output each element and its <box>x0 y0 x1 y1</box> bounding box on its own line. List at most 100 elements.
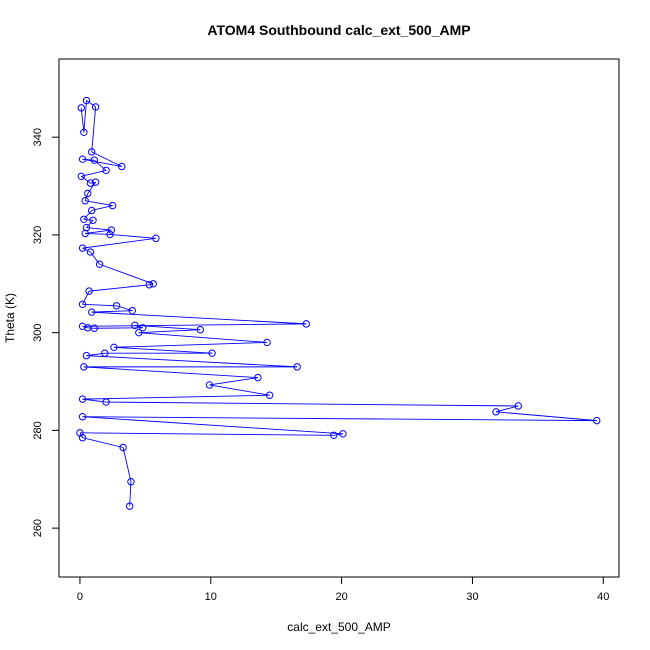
series-segment <box>86 227 112 231</box>
series-segment <box>495 411 597 422</box>
series-segment <box>116 305 133 312</box>
series-segment <box>85 233 111 235</box>
data-point <box>339 430 347 438</box>
data-point <box>492 408 500 416</box>
data-point <box>118 162 126 171</box>
data-point <box>208 349 216 357</box>
series-segment <box>83 100 87 133</box>
data-point <box>86 179 95 187</box>
data-point <box>91 178 100 186</box>
data-point <box>127 478 135 486</box>
data-point <box>84 189 92 198</box>
series-segment <box>82 158 122 167</box>
series-segment <box>82 416 597 422</box>
data-point <box>80 363 88 371</box>
series-segment <box>82 437 124 448</box>
data-point <box>293 363 301 371</box>
series-segment <box>83 218 94 221</box>
series-segment <box>333 433 343 436</box>
data-point <box>514 402 522 410</box>
series-segment <box>99 263 154 285</box>
y-tick-label: 300 <box>32 323 44 341</box>
series-segment <box>86 100 96 108</box>
data-point <box>90 324 99 332</box>
data-point <box>125 502 134 510</box>
data-point <box>88 308 96 316</box>
data-point <box>135 328 143 337</box>
series-segment <box>91 310 133 313</box>
series-segment <box>86 355 298 368</box>
series-segment <box>83 366 258 379</box>
series-segment <box>84 193 89 201</box>
data-point <box>112 302 121 310</box>
series-segment <box>87 181 97 194</box>
data-point <box>302 320 310 328</box>
data-point <box>205 381 214 389</box>
data-point <box>152 234 160 243</box>
data-point <box>78 322 87 331</box>
series-segment <box>113 341 268 348</box>
data-point <box>139 324 147 332</box>
data-point <box>80 128 88 137</box>
plot-box <box>58 58 620 578</box>
data-point <box>78 155 87 163</box>
data-point <box>80 215 88 223</box>
series-segment <box>82 325 88 329</box>
data-point <box>88 206 96 215</box>
data-point <box>196 326 205 334</box>
data-point <box>78 434 87 442</box>
series-segment <box>209 377 258 386</box>
data-point <box>263 338 271 347</box>
series-segment <box>91 311 307 325</box>
series-lines <box>79 100 597 507</box>
data-point <box>81 197 89 205</box>
series-segment <box>79 432 83 438</box>
data-point <box>265 391 274 399</box>
x-tick-label: 10 <box>205 591 217 603</box>
data-point <box>102 166 110 175</box>
y-tick-label: 340 <box>32 128 44 146</box>
series-segment <box>94 159 107 171</box>
series-segment <box>495 405 519 413</box>
series-segment <box>138 329 201 334</box>
data-point <box>90 156 99 164</box>
y-tick-label: 320 <box>32 226 44 244</box>
x-axis-label: calc_ext_500_AMP <box>287 620 390 634</box>
series-segment <box>113 346 213 354</box>
x-tick-label: 20 <box>335 591 347 603</box>
series-segment <box>86 219 94 228</box>
data-point <box>86 248 95 256</box>
data-point <box>131 321 139 330</box>
series-segment <box>85 200 113 207</box>
series-segment <box>82 237 156 249</box>
series-segment <box>109 233 156 239</box>
x-tick-label: 30 <box>466 591 478 603</box>
y-axis-label: Theta (K) <box>3 293 17 343</box>
data-point <box>78 244 87 252</box>
y-tick-label: 280 <box>32 421 44 439</box>
x-tick-label: 40 <box>597 591 609 603</box>
data-point <box>102 398 110 406</box>
y-tick-label: 260 <box>32 519 44 537</box>
data-point <box>254 373 262 382</box>
data-point <box>91 103 100 111</box>
series-segment <box>80 107 85 133</box>
series-segment <box>83 210 93 220</box>
data-point <box>108 201 117 210</box>
series-segment <box>90 251 100 265</box>
data-point <box>77 104 85 112</box>
data-point <box>78 395 87 403</box>
data-point <box>330 431 338 439</box>
chart-title: ATOM4 Southbound calc_ext_500_AMP <box>207 22 470 38</box>
x-tick-label: 0 <box>77 591 83 603</box>
series-segment <box>79 432 334 436</box>
data-point <box>78 413 87 421</box>
series-segment <box>80 175 91 184</box>
series-segment <box>82 323 307 327</box>
series-segment <box>138 332 268 343</box>
series-segment <box>82 303 117 307</box>
series-segment <box>122 447 132 482</box>
data-point <box>128 306 136 315</box>
